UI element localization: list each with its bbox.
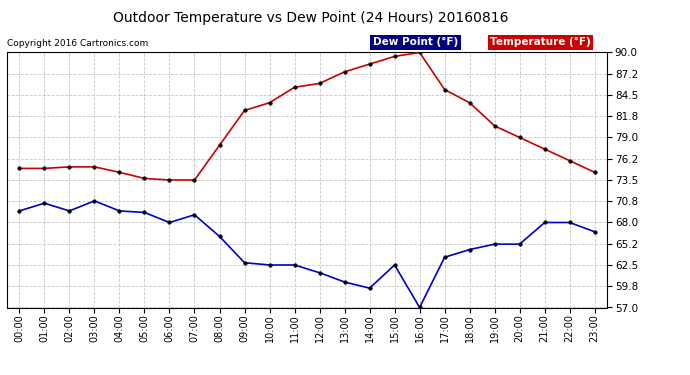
Text: Temperature (°F): Temperature (°F): [490, 37, 591, 47]
Text: Copyright 2016 Cartronics.com: Copyright 2016 Cartronics.com: [7, 39, 148, 48]
Text: Outdoor Temperature vs Dew Point (24 Hours) 20160816: Outdoor Temperature vs Dew Point (24 Hou…: [112, 11, 509, 25]
Text: Dew Point (°F): Dew Point (°F): [373, 37, 458, 47]
